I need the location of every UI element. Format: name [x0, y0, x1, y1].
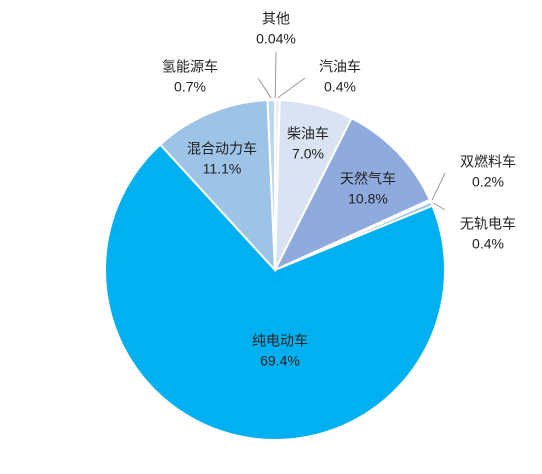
slice-name: 双燃料车: [460, 154, 516, 170]
slice-value-label: 0.7%: [174, 79, 206, 95]
slice-name: 天然气车: [340, 171, 396, 187]
slice-value-label: 0.4%: [472, 236, 504, 252]
slice-value-label: 69.4%: [260, 353, 300, 369]
leader-line: [277, 77, 306, 99]
slice-value-label: 0.2%: [472, 174, 504, 190]
pie-slice: [272, 116, 432, 273]
slice-name: 柴油车: [287, 126, 329, 142]
slice-value-label: 7.0%: [292, 146, 324, 162]
slice-name: 汽油车: [319, 59, 361, 75]
slice-value-label: 0.04%: [256, 31, 296, 47]
leader-line: [274, 51, 277, 99]
pie-slice: [104, 143, 446, 441]
slice-value-label: 10.8%: [348, 191, 388, 207]
slice-value-label: 0.4%: [324, 79, 356, 95]
slice-name: 纯电动车: [252, 333, 308, 349]
slice-name: 其他: [262, 11, 290, 27]
slice-name: 氢能源车: [162, 59, 218, 75]
pie-slice: [158, 99, 277, 273]
slice-name: 混合动力车: [187, 141, 257, 157]
slice-value-label: 11.1%: [203, 161, 242, 177]
leader-line: [431, 172, 446, 201]
slice-name: 无轨电车: [460, 216, 516, 232]
leader-line: [433, 202, 446, 211]
leader-line: [257, 77, 272, 99]
pie-slice: [266, 98, 276, 271]
